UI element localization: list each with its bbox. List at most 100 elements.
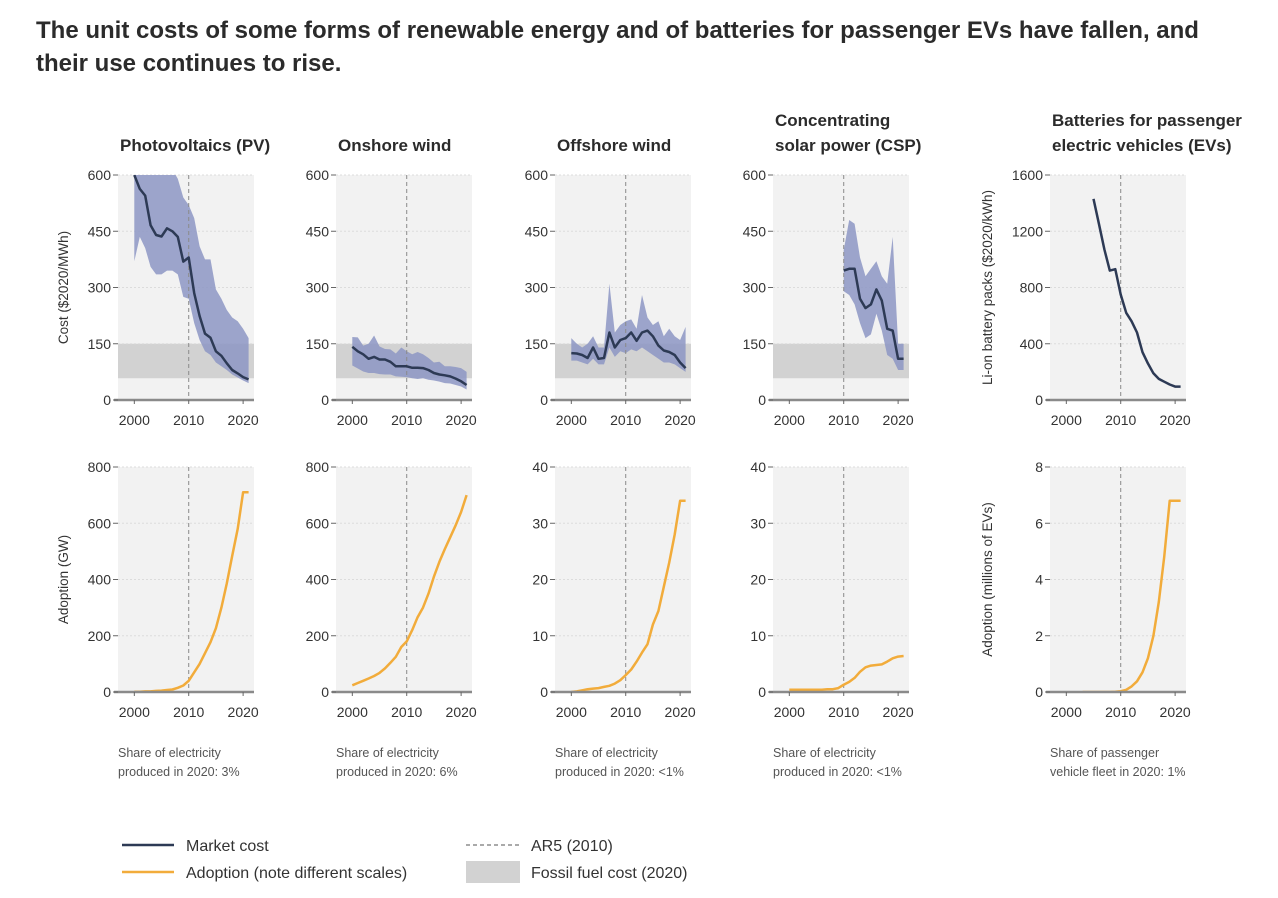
x-tick-label: 2020 [1160,704,1191,720]
panel-title-onshore: Onshore wind [338,136,451,155]
x-tick-label: 2020 [883,412,914,428]
cost-y-axis-label: Cost ($2020/MWh) [56,231,71,344]
cost-y-axis-label: Li-on battery packs ($2020/kWh) [980,190,995,385]
y-tick-label: 400 [1020,336,1044,352]
x-tick-label: 2010 [173,704,204,720]
cost-range-band [571,283,686,372]
y-tick-label: 10 [532,628,548,644]
y-tick-label: 0 [1035,392,1043,408]
y-tick-label: 450 [525,223,549,239]
y-tick-label: 0 [321,392,329,408]
market-cost-line [133,175,250,381]
legend-fossil-label: Fossil fuel cost (2020) [531,865,688,882]
x-tick-label: 2010 [1105,412,1136,428]
y-tick-label: 6 [1035,515,1043,531]
x-tick-label: 2000 [119,412,150,428]
y-tick-label: 200 [88,628,112,644]
adoption-series-ev [1082,467,1181,692]
y-tick-label: 800 [306,459,330,475]
y-tick-label: 20 [532,572,548,588]
x-tick-label: 2020 [228,704,259,720]
share-note-onshore: Share of electricity [336,746,440,760]
y-tick-label: 150 [88,336,112,352]
y-tick-label: 0 [103,684,111,700]
x-tick-label: 2010 [828,704,859,720]
x-tick-label: 2000 [556,704,587,720]
y-tick-label: 450 [306,223,330,239]
y-tick-label: 600 [306,515,330,531]
y-tick-label: 600 [306,167,330,183]
y-tick-label: 30 [750,515,766,531]
cost-plot-csp: 0 150 300 450 600 2000 2010 2020 [743,167,914,428]
y-tick-label: 400 [306,572,330,588]
y-tick-label: 0 [758,684,766,700]
x-tick-label: 2020 [883,704,914,720]
panel-ev: Batteries for passenger electric vehicles… [980,111,1242,779]
legend-ar5-label: AR5 (2010) [531,838,613,855]
legend-market-cost-label: Market cost [186,838,269,855]
y-tick-label: 0 [321,684,329,700]
adoption-plot-ev: 0 2 4 6 8 2000 2010 2020 Adoption (millions of E… [980,459,1191,720]
panel-title-pv: Photovoltaics (PV) [120,136,270,155]
y-tick-label: 800 [1020,280,1044,296]
y-tick-label: 600 [88,167,112,183]
cost-plot-offshore: 0 150 300 450 600 2000 2010 2020 [525,167,696,428]
share-note-pv: Share of electricity [118,746,222,760]
x-tick-label: 2020 [446,412,477,428]
adoption-y-axis-label: Adoption (millions of EVs) [980,502,995,657]
x-tick-label: 2020 [665,704,696,720]
share-note-ev: Share of passenger [1050,746,1159,760]
adoption-series-onshore [351,467,468,692]
x-tick-label: 2000 [556,412,587,428]
panel-title-csp: Concentrating [775,111,890,130]
x-tick-label: 2000 [337,412,368,428]
cost-series-onshore [351,175,468,400]
y-tick-label: 150 [306,336,330,352]
x-tick-label: 2000 [774,704,805,720]
y-tick-label: 0 [103,392,111,408]
y-tick-label: 600 [525,167,549,183]
y-tick-label: 450 [88,223,112,239]
legend: Market cost Adoption (note different sca… [122,838,688,883]
market-cost-line [1092,198,1181,388]
x-tick-label: 2000 [1051,412,1082,428]
cost-range-band [352,335,467,390]
panel-title-ev: Batteries for passenger [1052,111,1242,130]
x-tick-label: 2010 [173,412,204,428]
y-tick-label: 300 [743,280,767,296]
y-tick-label: 10 [750,628,766,644]
x-tick-label: 2000 [119,704,150,720]
x-tick-label: 2010 [610,412,641,428]
panel-onshore: Onshore wind 0 150 300 450 600 2000 2010 2020 0 20… [306,136,477,779]
y-tick-label: 1600 [1012,167,1043,183]
share-note-csp: produced in 2020: <1% [773,765,902,779]
share-note-offshore: Share of electricity [555,746,659,760]
y-tick-label: 4 [1035,572,1043,588]
adoption-plot-csp: 0 10 20 30 40 2000 2010 2020 [750,459,913,720]
y-tick-label: 40 [750,459,766,475]
x-tick-label: 2020 [1160,412,1191,428]
share-note-offshore: produced in 2020: <1% [555,765,684,779]
y-tick-label: 1200 [1012,223,1043,239]
panel-title-offshore: Offshore wind [557,136,671,155]
cost-plot-ev: 0 400 800 1200 1600 2000 2010 2020 Li-on battery… [980,167,1191,428]
x-tick-label: 2000 [774,412,805,428]
adoption-plot-offshore: 0 10 20 30 40 2000 2010 2020 [532,459,695,720]
adoption-series-offshore [571,467,686,692]
adoption-line [789,654,904,692]
adoption-plot-pv: 0 200 400 600 800 2000 2010 2020 Adoption (GW) [56,459,259,720]
x-tick-label: 2010 [828,412,859,428]
y-tick-label: 600 [88,515,112,531]
adoption-line [571,499,686,692]
x-tick-label: 2010 [610,704,641,720]
market-cost-line [571,329,687,369]
main-title: The unit costs of some forms of renewabl… [36,17,1199,77]
panel-offshore: Offshore wind 0 150 300 450 600 2000 2010 2020 0 1… [525,136,696,779]
panel-title-csp: solar power (CSP) [775,136,921,155]
y-tick-label: 300 [306,280,330,296]
cost-plot-onshore: 0 150 300 450 600 2000 2010 2020 [306,167,477,428]
x-tick-label: 2010 [391,704,422,720]
adoption-line [351,494,468,687]
x-tick-label: 2000 [337,704,368,720]
